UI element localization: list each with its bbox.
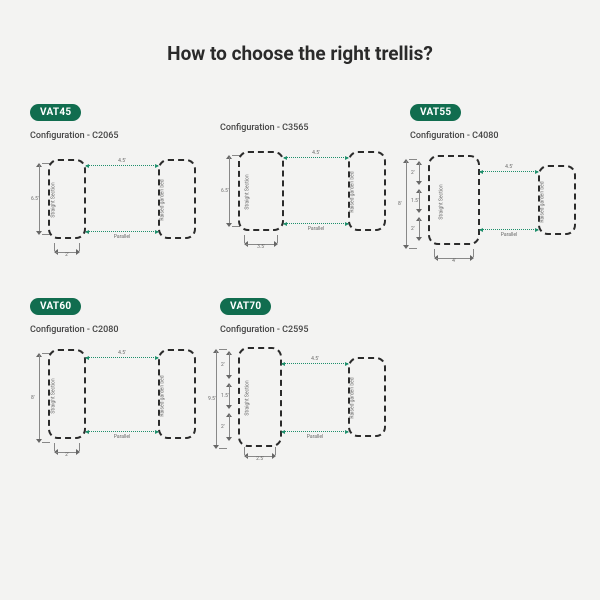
dim-seg-mid: 1.5' (415, 189, 425, 213)
gap-arrow-bottom: Parallel (86, 431, 158, 432)
row-1: VAT45 Configuration - C2065 6.5' Straigh… (30, 100, 570, 264)
badge-vat60: VAT60 (30, 298, 81, 315)
dim-width-label: 2' (54, 252, 80, 258)
dim-seg-mid: 1.5' (225, 383, 235, 409)
dim-width-label: 2' (54, 452, 80, 458)
dim-seg-top: 2' (225, 351, 235, 379)
dim-height-label: 8' (398, 201, 402, 207)
panel-vat55-c4080: VAT55 Configuration - C4080 8' 2' 1.5' 2… (410, 100, 580, 264)
box-left-label: Straight Section (245, 380, 251, 415)
diagram: 8' Straight Section Raised garden bed 4.… (30, 343, 200, 458)
gap-bottom-label: Parallel (284, 226, 348, 232)
dim-width-label: 4' (434, 258, 474, 264)
dim-height: 6.5' (225, 155, 235, 227)
gap-arrow-bottom: Parallel (480, 229, 538, 230)
dim-height-label: 6.5' (31, 196, 39, 202)
panel-c3565: Configuration - C3565 6.5' Straight Sect… (220, 100, 390, 264)
dim-height-label: 8' (31, 395, 35, 401)
config-label: Configuration - C2080 (30, 325, 200, 335)
box-right-label: Raised garden bed (540, 181, 546, 222)
gap-arrow-top: 4.5' (86, 165, 158, 166)
page-title: How to choose the right trellis? (0, 42, 600, 65)
row-2: VAT60 Configuration - C2080 8' Straight … (30, 294, 570, 458)
badge-vat45: VAT45 (30, 104, 81, 121)
dim-width-label: 2.5' (244, 456, 276, 462)
box-left-label: Straight Section (51, 182, 57, 217)
box-straight-section: Straight Section (48, 349, 86, 439)
dim-width: 2' (54, 449, 80, 458)
diagram: 6.5' Straight Section Raised garden bed … (30, 149, 200, 264)
gap-top-label: 4.5' (86, 350, 158, 356)
diagram: 6.5' Straight Section Raised garden bed … (220, 141, 390, 256)
box-raised-bed: Raised garden bed (158, 159, 196, 239)
box-raised-bed: Raised garden bed (348, 357, 386, 437)
box-right-label: Raised garden bed (160, 375, 166, 416)
box-left-label: Straight Section (245, 174, 251, 209)
page: How to choose the right trellis? VAT45 C… (0, 0, 600, 600)
gap-arrow-bottom: Parallel (282, 431, 348, 432)
panel-vat45-c2065: VAT45 Configuration - C2065 6.5' Straigh… (30, 100, 200, 264)
gap-top-label: 4.5' (86, 158, 158, 164)
gap-top-label: 4.5' (480, 164, 538, 170)
panel-grid: VAT45 Configuration - C2065 6.5' Straigh… (30, 100, 570, 488)
dim-height-label: 9.5' (208, 396, 216, 402)
gap-top-label: 4.5' (284, 150, 348, 156)
box-straight-section: Straight Section (238, 151, 284, 231)
dim-width: 3.5' (244, 241, 278, 250)
gap-bottom-label: Parallel (480, 232, 538, 238)
gap-arrow-bottom: Parallel (284, 223, 348, 224)
dim-height-label: 6.5' (221, 188, 229, 194)
box-straight-section: Straight Section (238, 347, 282, 447)
dim-width-label: 3.5' (244, 244, 278, 250)
gap-top-label: 4.5' (282, 356, 348, 362)
box-raised-bed: Raised garden bed (348, 151, 386, 231)
panel-vat60-c2080: VAT60 Configuration - C2080 8' Straight … (30, 294, 200, 458)
box-raised-bed: Raised garden bed (158, 349, 196, 439)
panel-vat70-c2595: VAT70 Configuration - C2595 9.5' 2' 1.5'… (220, 294, 390, 458)
badge-spacer (220, 100, 390, 123)
diagram: 9.5' 2' 1.5' 2' Straight Section Raised … (220, 343, 390, 458)
box-left-label: Straight Section (51, 378, 57, 413)
dim-seg-bot: 2' (415, 217, 425, 241)
config-label: Configuration - C2595 (220, 325, 390, 335)
dim-width: 2.5' (244, 453, 276, 462)
gap-arrow-top: 4.5' (284, 157, 348, 158)
box-right-label: Raised garden bed (350, 377, 356, 418)
dim-height: 8' (35, 353, 45, 443)
gap-arrow-top: 4.5' (86, 357, 158, 358)
box-right-label: Raised garden bed (350, 171, 356, 212)
dim-height: 6.5' (35, 163, 45, 235)
config-label: Configuration - C2065 (30, 131, 200, 141)
box-raised-bed: Raised garden bed (538, 165, 576, 235)
config-label: Configuration - C4080 (410, 131, 580, 141)
box-left-label: Straight Section (439, 184, 445, 219)
config-label: Configuration - C3565 (220, 123, 390, 133)
dim-seg-bot: 2' (225, 413, 235, 441)
box-straight-section: Straight Section (428, 155, 480, 245)
gap-arrow-top: 4.5' (282, 363, 348, 364)
dim-width: 2' (54, 249, 80, 258)
gap-bottom-label: Parallel (86, 234, 158, 240)
box-right-label: Raised garden bed (160, 179, 166, 220)
dim-seg-top: 2' (415, 161, 425, 185)
gap-bottom-label: Parallel (86, 434, 158, 440)
dim-width: 4' (434, 255, 474, 264)
diagram: 8' 2' 1.5' 2' Straight Section Raised ga… (410, 149, 580, 264)
gap-arrow-top: 4.5' (480, 171, 538, 172)
gap-bottom-label: Parallel (282, 434, 348, 440)
badge-vat55: VAT55 (410, 104, 461, 121)
gap-arrow-bottom: Parallel (86, 231, 158, 232)
box-straight-section: Straight Section (48, 159, 86, 239)
badge-vat70: VAT70 (220, 298, 271, 315)
